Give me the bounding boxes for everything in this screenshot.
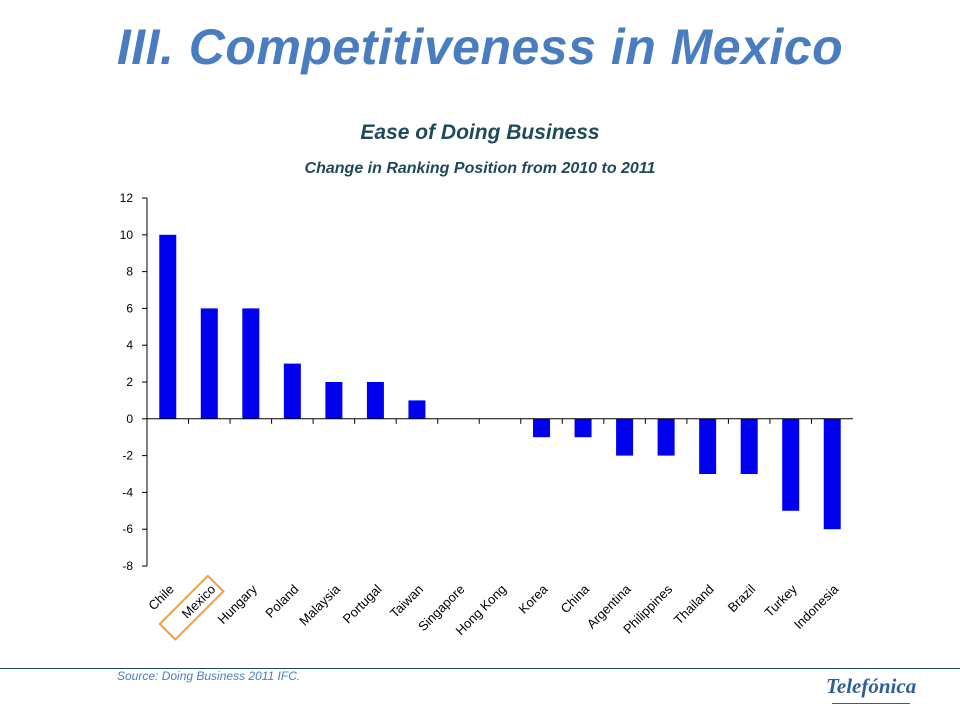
bar-chile [159, 234, 177, 419]
y-tick-label: 12 [120, 191, 134, 205]
y-tick-label: -4 [122, 485, 133, 499]
bar-turkey [782, 418, 800, 511]
bar-malaysia [325, 382, 343, 419]
category-label-taiwan: Taiwan [387, 582, 426, 621]
slide-title: III. Competitiveness in Mexico [116, 19, 844, 75]
bar-hungary [242, 308, 260, 419]
bar-taiwan [408, 400, 426, 419]
bar-poland [283, 363, 301, 419]
category-label-korea: Korea [516, 581, 552, 617]
category-label-hungary: Hungary [215, 581, 261, 627]
category-label-thailand: Thailand [671, 582, 717, 628]
category-label-poland: Poland [262, 582, 301, 621]
highlight-box [158, 574, 225, 641]
telefonica-logo: Telefónica [826, 674, 917, 698]
y-tick-label: 0 [126, 412, 133, 426]
bar-mexico [200, 308, 218, 419]
category-label-indonesia: Indonesia [791, 581, 842, 632]
category-label-malaysia: Malaysia [296, 581, 343, 628]
y-tick-label: -2 [122, 449, 133, 463]
y-tick-label: 4 [126, 338, 133, 352]
category-label-brazil: Brazil [725, 581, 759, 615]
bar-philippines [657, 418, 675, 456]
category-label-chile: Chile [145, 582, 177, 614]
bar-korea [533, 418, 551, 438]
chart-subtitle: Change in Ranking Position from 2010 to … [304, 160, 656, 177]
footer-divider [0, 668, 960, 669]
y-tick-label: 8 [126, 265, 133, 279]
y-tick-label: -8 [122, 559, 133, 573]
category-label-portugal: Portugal [340, 581, 385, 626]
chart-title: Ease of Doing Business [360, 121, 600, 144]
y-tick-label: 6 [126, 301, 133, 315]
logo-underline [832, 703, 910, 704]
source-note: Source: Doing Business 2011 IFC. [117, 669, 301, 683]
bar-china [574, 418, 592, 438]
bar-brazil [740, 418, 758, 474]
y-tick-label: 2 [126, 375, 133, 389]
y-tick-label: 10 [120, 228, 134, 242]
bar-indonesia [823, 418, 841, 530]
bar-portugal [366, 382, 384, 419]
category-label-turkey: Turkey [761, 581, 800, 620]
bar-thailand [699, 418, 717, 474]
category-label-china: China [558, 581, 593, 616]
y-tick-label: -6 [122, 522, 133, 536]
bar-argentina [616, 418, 634, 456]
